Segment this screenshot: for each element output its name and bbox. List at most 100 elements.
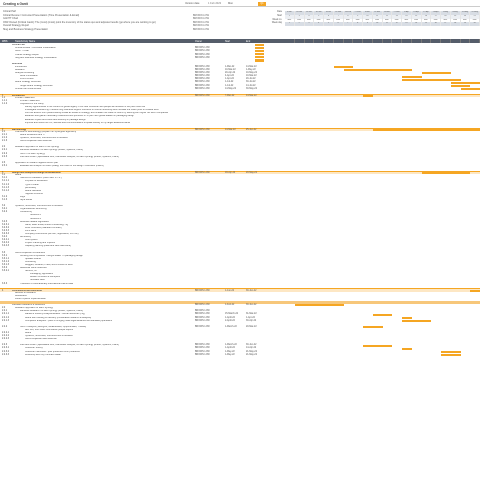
table-row[interactable]: 3.1 Brand [0,174,480,177]
table-row[interactable]: 2.2.2.2 Systems, Structures, Functions an… [0,335,480,338]
table-row[interactable] [0,300,480,304]
table-row[interactable]: Critical Review / Corrected Presentation… [0,47,480,50]
table-row[interactable]: 2.3.1 Evaluate and sharpen for each (read… [0,165,480,168]
gantt-bar[interactable] [460,87,480,90]
table-row[interactable]: 2.2.2.3 Client Acquisition and Retention [0,338,480,341]
table-row[interactable]: 3.2.3 Business-related Digitization [0,220,480,223]
table-row[interactable]: Identify opportunities in the context of… [0,106,480,109]
table-row[interactable]: Investigate outsourcing / transforming b… [0,109,480,112]
table-row[interactable]: 3.3.2 Additional Work Industries [0,267,480,270]
table-row[interactable]: 2.2.1.2 Brand with building on delivery (… [0,316,480,319]
table-row[interactable]: 3.3.1.3 Blogged, Linkedin, Press, and Por… [0,264,480,267]
table-row[interactable]: 2.1.2 Systems, Structures, Functions and … [0,137,480,140]
table-row[interactable]: Literature Research & Reflection BROWN LO… [0,304,480,307]
table-row[interactable]: 3.3.1 Growing into a reputable "thought l… [0,254,480,257]
table-row[interactable]: 2.1 Overview of Methodology (Explain the … [0,131,480,134]
gantt-bar[interactable] [450,81,480,84]
table-row[interactable]: 3.2.4.3 Capacity planning (base and field… [0,245,480,248]
table-row[interactable]: 3.1.1.1 Purpose of Resolution [0,180,480,183]
table-row[interactable]: 3.3.2.1 Sectors, i.e. [0,270,480,273]
table-row[interactable]: 2.2 Research approach for each Synergy [0,307,480,310]
table-row[interactable]: Brand Strategy Document BROWN LOW 1-Jul-22… [0,81,480,84]
table-row[interactable]: 3.3 Client Acquisition & Retention [0,251,480,254]
gantt-bar[interactable] [343,69,412,72]
table-row[interactable]: 2.2.1 Identified Research for each synerg… [0,310,480,313]
table-row[interactable]: Critical Path Final Review BROWN LOW 14-Ma… [0,87,480,90]
gantt-bar[interactable] [363,326,383,329]
table-row[interactable]: with Info, then other informative/ peopl… [0,329,480,332]
table-row[interactable]: 3.3.1.2 Consulting [0,261,480,264]
table-row[interactable]: 3.2.3.2 Work Contracts (Standard Contract… [0,227,480,230]
table-row[interactable]: 2.2.1.3 Competitor analyses - (best of br… [0,319,480,322]
gantt-bar[interactable] [363,344,393,347]
table-row[interactable]: Overall Strategy Report BROWN LOW [0,53,480,56]
table-row[interactable]: 3.2.4 Accounting [0,236,480,239]
table-row[interactable]: 3.2.2 Outsourcing [0,211,480,214]
table-row[interactable]: 2.1.1 Brand Resolution and 'If' [0,134,480,137]
table-row[interactable]: 3.1.3 Style Books [0,199,480,202]
gantt-bar[interactable] [450,84,471,87]
table-row[interactable]: Taglines & Words [0,193,480,196]
table-row[interactable]: 1.1.1 Problem Statement [0,100,480,103]
gantt-bar[interactable] [402,78,461,81]
table-row[interactable]: Packaging, Application [0,273,480,276]
gantt-bar[interactable] [421,72,451,75]
table-row[interactable]: 2.2.1.1 Market & Industry Analysis/Models… [0,313,480,316]
table-row[interactable]: 3.1.1.3 personality [0,186,480,189]
gantt-bar[interactable] [441,353,461,356]
table-row[interactable]: 3.1.1.2 Type of value [0,183,480,186]
table-row[interactable]: 3.1.1 Hand-Form Research (Client with S.T… [0,177,480,180]
gantt-bar[interactable] [333,66,354,69]
table-row[interactable]: Benefits of Research [0,292,480,295]
table-row[interactable]: Find out actions from predominantly loca… [0,112,480,115]
table-row[interactable]: 2.2 Research approach for each of the Syn… [0,146,480,149]
table-row[interactable]: Research BROWN LOW 10-Mar-22 1-May-22 [0,69,480,72]
table-row[interactable]: 2.2.2 SWOT Analysis (Strengths, Weaknesse… [0,326,480,329]
gantt-bar[interactable] [372,313,393,316]
gantt-bar[interactable] [402,316,412,319]
table-row[interactable]: Introduction BROWN LOW 1-Mar-22 14-Mar-22 [0,66,480,69]
section-row[interactable]: 4 Conclusions and Directions BROWN LOW 1-Ju… [0,288,480,292]
table-row[interactable]: 3.2.4.2 Project Planning and Pipeline [0,242,480,245]
table-row[interactable]: 2.2.2.1 Brand [0,332,480,335]
table-row[interactable]: 1.1.2 Objectives of the Study [0,103,480,106]
table-row[interactable]: Deliberation [0,295,480,298]
table-row[interactable]: 3.1.1.4 Brand Narrative [0,189,480,192]
accent-badge[interactable]: Q1 [258,1,266,6]
gantt-bar[interactable] [363,95,373,98]
gantt-bar[interactable] [441,350,461,353]
table-row[interactable]: Build Prioritisation BROWN LOW 4-Apr-22 10-… [0,75,480,78]
table-row[interactable]: Solutions 2 [0,217,480,220]
table-row[interactable]: 2.2.3.1 Customer Survey BROWN LOW 1-April-2… [0,347,480,350]
table-row[interactable]: Solutions 1 [0,214,480,217]
table-row[interactable]: 2.3 Application of research against Actio… [0,162,480,165]
table-row[interactable]: Establish and gather necessary resolutio… [0,115,480,118]
table-row[interactable]: Post Process BROWN LOW 1-Apr-22 20-Jul-22 [0,78,480,81]
table-row[interactable]: 2.2.2 SWOT for each Synergy [0,152,480,155]
table-row[interactable]: Improve and reflect the UX, website and … [0,121,480,124]
table-row[interactable]: Analysis & Briefing BROWN LOW 20-Apr-22 10-… [0,72,480,75]
table-row[interactable]: 3.2.4.1 Cost system [0,239,480,242]
gantt-bar[interactable] [402,347,412,350]
table-row[interactable]: 1.1 Problem Statement [0,97,480,100]
table-row[interactable]: 2.2.3.2 Customer interviews - post produc… [0,350,480,353]
gantt-bar[interactable] [294,304,344,307]
version-value[interactable]: 1 Feb 2023 [208,2,222,5]
table-row[interactable]: Workflow [0,63,480,66]
table-row[interactable]: 2.2.3 Plan and Action (Specialised time, … [0,344,480,347]
table-row[interactable]: 3.2.3.1 Gantt, basic email, Brand Onboard… [0,223,480,226]
table-row[interactable]: Establish myself as a voice and authorit… [0,118,480,121]
table-row[interactable]: 2.2.3 Plan and Action (Specialised time, … [0,155,480,158]
section-row[interactable]: 2 Methodology BROWN LOW 14-Mar-22 25-Jun-22 [0,127,480,132]
table-row[interactable]: Slug and Business Strategy Presentation B… [0,56,480,59]
table-row[interactable]: 3.1.2 Logo [0,196,480,199]
table-row[interactable]: Software Labs [0,279,480,282]
table-row[interactable]: 3.2.1 Organizational Structuring [0,208,480,211]
table-row[interactable]: 3.2.3.3 Pitch Deck [0,230,480,233]
gantt-bar[interactable] [470,290,480,292]
gantt-bar[interactable] [402,75,422,78]
table-row[interactable]: Future Options implementation [0,298,480,301]
section-row[interactable]: 3 Design and Analysis/Findings & Delibera… [0,170,480,175]
table-row[interactable]: 2.1.3 Client Acquisition and Retention [0,140,480,143]
table-row[interactable]: Critical Path [0,44,480,47]
